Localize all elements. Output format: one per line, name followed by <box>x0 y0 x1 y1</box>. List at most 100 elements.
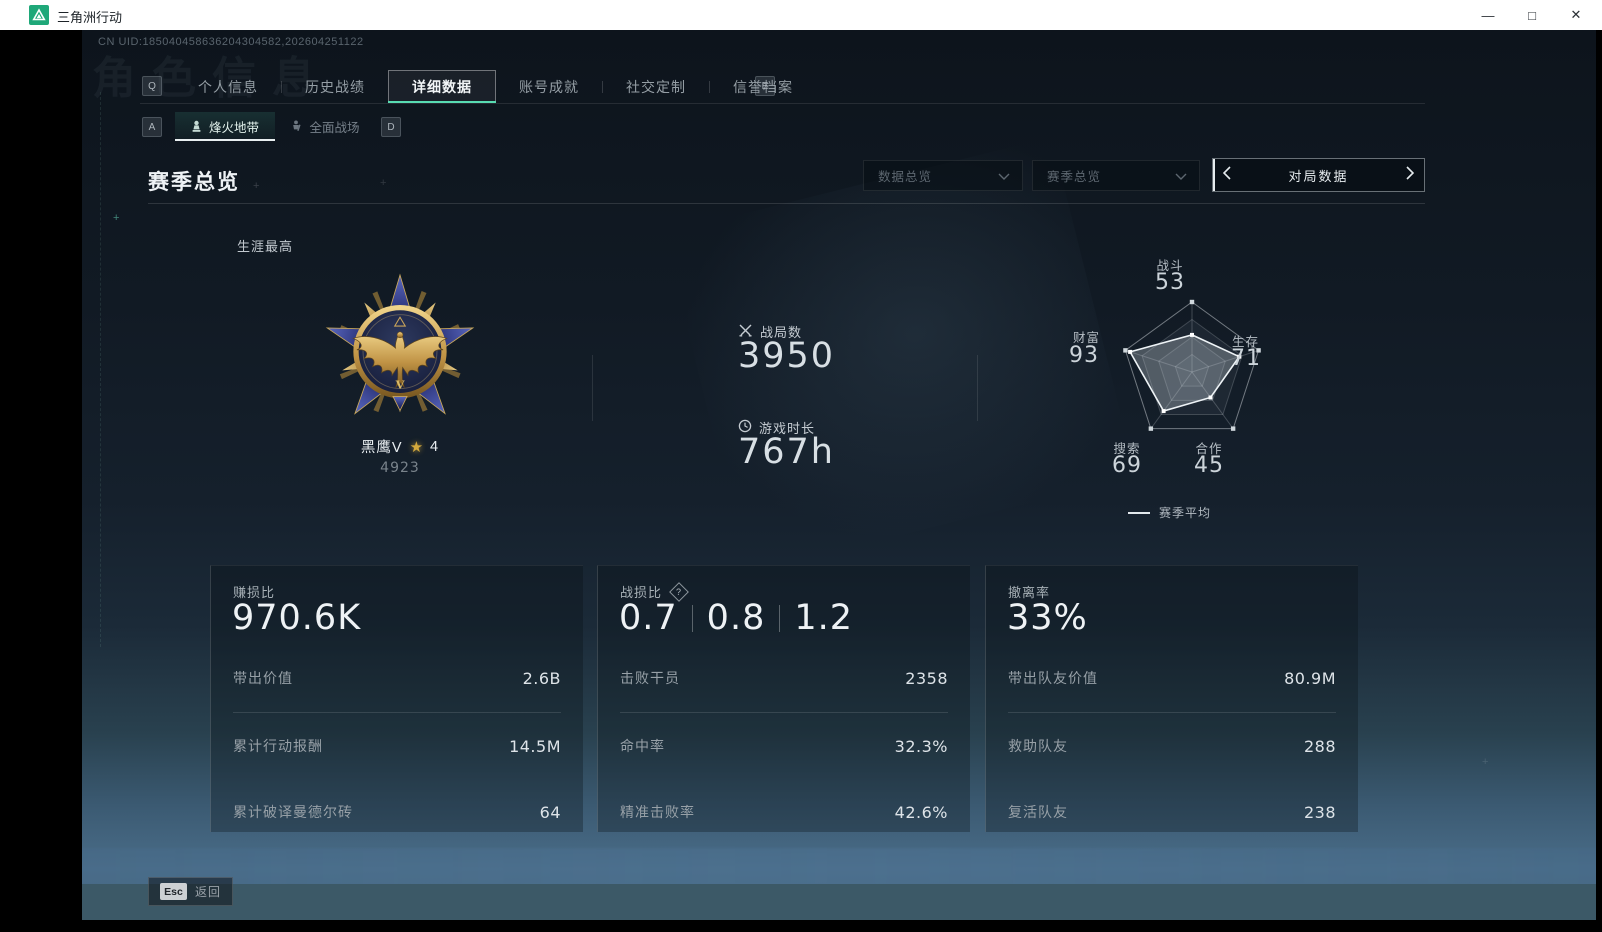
row-divider <box>1008 712 1336 713</box>
radar-axis-combat: 战斗 <box>1156 259 1184 273</box>
card-title: 撤离率 <box>1008 585 1051 600</box>
card-title: 赚损比 <box>233 585 276 600</box>
section-vertical-divider <box>977 355 978 421</box>
decorative-cross: + <box>380 177 387 189</box>
back-label: 返回 <box>194 885 221 899</box>
value-divider <box>779 604 781 632</box>
chevron-right-icon[interactable] <box>1406 165 1415 185</box>
card-main-value: 33% <box>1007 598 1088 638</box>
radar-chart <box>1123 299 1261 431</box>
profit-card: 赚损比 970.6K 带出价值 2.6B 累计行动报酬 14.5M 累计破译曼德… <box>210 565 583 832</box>
esc-keycap: Esc <box>159 883 187 900</box>
medal-score: 4923 <box>380 460 420 476</box>
decorative-cross: + <box>253 180 260 192</box>
row-value: 42.6% <box>894 802 948 822</box>
stat-row: 累计行动报酬 14.5M <box>233 736 561 756</box>
tab-detailed-data[interactable]: 详细数据 <box>388 70 496 103</box>
row-value: 64 <box>539 802 561 822</box>
medal-name: 黑鹰V <box>360 440 403 456</box>
battles-value: 3950 <box>738 336 836 376</box>
tab-bar-underline <box>140 103 1425 104</box>
row-label: 击败干员 <box>620 670 680 686</box>
background-watermark-text: 角色信息 <box>92 54 332 103</box>
row-value: 80.9M <box>1284 668 1336 688</box>
kd-value-3: 1.2 <box>794 598 854 638</box>
soldier-icon <box>290 120 302 133</box>
battles-label: 战局数 <box>760 325 803 340</box>
radar-axis-search: 搜索 <box>1113 442 1141 456</box>
row-label: 精准击败率 <box>620 804 695 820</box>
chevron-down-icon <box>1175 167 1187 185</box>
legend-label: 赛季平均 <box>1159 506 1212 520</box>
stat-row: 复活队友 238 <box>1008 802 1336 822</box>
tab-mode-battlefield[interactable]: 全面战场 <box>275 112 375 141</box>
extraction-card: 撤离率 33% 带出队友价值 80.9M 救助队友 288 复活队友 238 <box>985 565 1358 832</box>
tab-personal-info[interactable]: 个人信息 <box>198 78 258 95</box>
decorative-cross: + <box>1482 756 1489 768</box>
row-label: 复活队友 <box>1008 804 1068 820</box>
value-divider <box>691 604 693 632</box>
chevron-left-icon[interactable] <box>1222 165 1231 185</box>
svg-text:V: V <box>395 378 406 392</box>
crossed-swords-icon <box>738 323 753 341</box>
tab-divider <box>709 80 710 93</box>
stat-row: 精准击败率 42.6% <box>620 802 948 822</box>
letterbox-left <box>0 30 82 932</box>
row-value: 32.3% <box>894 736 948 756</box>
main-tab-bar: 个人信息 历史战绩 详细数据 账号成就 社交定制 信誉档案 <box>175 70 816 103</box>
tab-social[interactable]: 社交定制 <box>626 78 686 95</box>
row-divider <box>233 712 561 713</box>
medal-star-count: 4 <box>430 438 440 455</box>
medal-name-row: 黑鹰V ★ 4 <box>310 436 490 457</box>
kd-value-1: 0.7 <box>619 598 678 638</box>
row-value: 14.5M <box>509 736 561 756</box>
stat-row: 击败干员 2358 <box>620 668 948 688</box>
background-bottom-band <box>0 884 1602 920</box>
dropdown-value: 赛季总览 <box>1047 170 1102 184</box>
game-viewport: 角色信息 CN UID:185040458636204304582,202604… <box>0 30 1602 932</box>
tab-achievements[interactable]: 账号成就 <box>519 78 579 95</box>
data-overview-dropdown[interactable]: 数据总览 <box>863 160 1023 191</box>
row-label: 带出价值 <box>233 670 293 686</box>
player-uid: CN UID:185040458636204304582,20260425112… <box>98 36 364 48</box>
radar-axis-cooperation: 合作 <box>1195 442 1223 456</box>
playtime-value: 767h <box>738 432 835 472</box>
app-logo-icon <box>29 5 49 25</box>
minimize-button[interactable]: — <box>1481 7 1495 23</box>
season-overview-dropdown[interactable]: 赛季总览 <box>1032 160 1200 191</box>
radar-value-survival: 71 <box>1231 346 1261 371</box>
card-title: 战损比 <box>620 585 663 600</box>
card-main-value: 970.6K <box>232 598 362 638</box>
row-label: 救助队友 <box>1008 738 1068 754</box>
row-label: 累计破译曼德尔砖 <box>233 804 353 820</box>
tab-mode-fire-zone[interactable]: 烽火地带 <box>175 112 275 141</box>
radar-axis-wealth: 财富 <box>1072 331 1100 345</box>
match-data-pager[interactable]: 对局数据 <box>1212 158 1425 192</box>
page-title: 赛季总览 <box>148 171 240 194</box>
card-title-row: 战损比 ? <box>620 581 689 602</box>
playtime-label: 游戏时长 <box>759 421 816 436</box>
key-hint-e: E <box>755 76 775 96</box>
dropdown-value: 数据总览 <box>878 170 933 184</box>
tab-divider <box>602 80 603 93</box>
battles-label-row: 战局数 <box>738 322 802 341</box>
stat-row: 救助队友 288 <box>1008 736 1336 756</box>
maximize-button[interactable]: □ <box>1528 7 1536 23</box>
career-best-label: 生涯最高 <box>237 239 294 254</box>
row-label: 带出队友价值 <box>1008 670 1098 686</box>
back-button[interactable]: Esc 返回 <box>148 877 233 906</box>
tab-reputation[interactable]: 信誉档案 <box>733 78 793 95</box>
chevron-down-icon <box>998 167 1010 185</box>
background-fog <box>0 848 1602 886</box>
radar-value-search: 69 <box>1112 453 1142 478</box>
row-label: 命中率 <box>620 738 665 754</box>
card-main-value: 0.7 0.8 1.2 <box>619 598 853 638</box>
stat-row: 带出价值 2.6B <box>233 668 561 688</box>
window-title: 三角洲行动 <box>57 10 123 25</box>
tab-history[interactable]: 历史战绩 <box>305 78 365 95</box>
close-button[interactable]: ✕ <box>1570 7 1582 22</box>
kd-card: 战损比 ? 0.7 0.8 1.2 击败干员 2358 命中率 32.3% 精准… <box>597 565 970 832</box>
mode-tab-bar: 烽火地带 全面战场 <box>175 112 375 141</box>
stat-row: 累计破译曼德尔砖 64 <box>233 802 561 822</box>
